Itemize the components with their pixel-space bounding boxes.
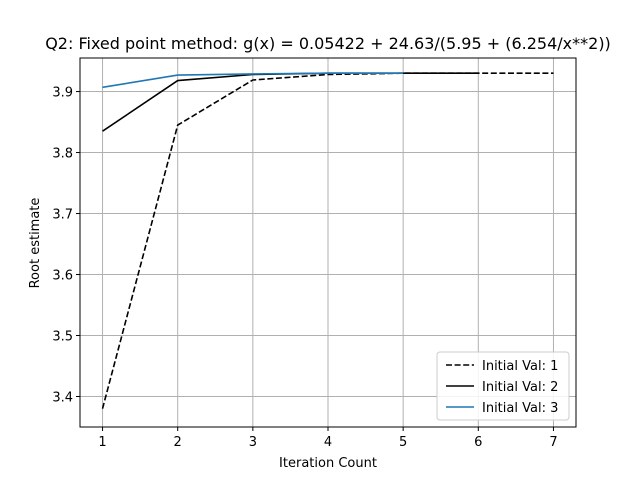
y-tick-label: 3.9 [52,86,73,101]
y-tick-label: 3.5 [52,330,73,345]
x-tick-label: 1 [98,435,106,450]
legend: Initial Val: 1 Initial Val: 2 Initial Val:… [436,351,570,421]
grid [80,58,576,427]
x-tick-label: 6 [474,435,482,450]
series-line-3 [102,72,404,89]
y-axis-ticks: 3.4 3.5 3.6 3.7 3.8 3.9 [52,86,80,406]
x-tick-label: 5 [399,435,407,450]
x-tick-label: 3 [249,435,257,450]
series-lines [101,72,554,409]
chart-title: Q2: Fixed point method: g(x) = 0.05422 +… [45,34,611,53]
legend-label-3: Initial Val: 3 [482,401,558,416]
x-axis-ticks: 1 2 3 4 5 6 7 [98,427,558,450]
legend-label-2: Initial Val: 2 [482,380,558,395]
y-tick-label: 3.4 [52,391,73,406]
y-tick-label: 3.8 [52,147,73,162]
legend-label-1: Initial Val: 1 [482,359,558,374]
y-tick-label: 3.7 [52,208,73,223]
x-tick-label: 2 [174,435,182,450]
y-axis-label: Root estimate [28,198,43,289]
x-tick-label: 7 [549,435,557,450]
legend-box [436,351,570,421]
x-tick-label: 4 [324,435,332,450]
x-axis-label: Iteration Count [279,456,377,471]
y-tick-label: 3.6 [52,269,73,284]
